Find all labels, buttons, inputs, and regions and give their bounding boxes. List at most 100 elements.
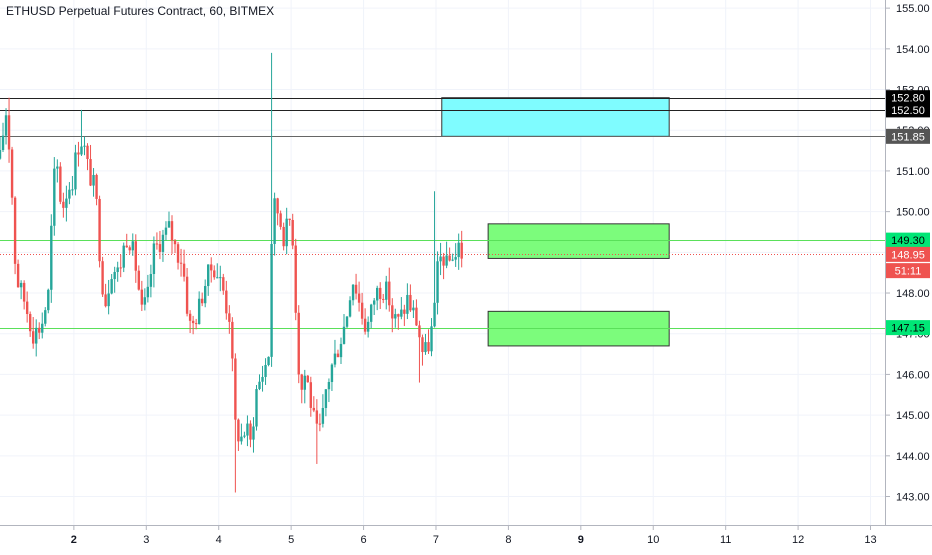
candle-body	[403, 309, 406, 314]
candle-body	[339, 343, 343, 358]
price-label: 149.30	[891, 235, 925, 247]
candle-body	[330, 364, 334, 382]
candle-body	[294, 245, 297, 313]
candle-body	[237, 419, 240, 442]
time-tick-label: 5	[288, 534, 294, 546]
candle-body	[379, 287, 382, 299]
candle-body	[22, 282, 26, 302]
candle-body	[348, 300, 352, 317]
candle-body	[279, 213, 282, 227]
candle-body	[234, 358, 237, 420]
price-label-bg	[886, 102, 930, 118]
candle-body	[128, 247, 131, 251]
time-tick-label: 8	[505, 534, 511, 546]
candle-body	[460, 242, 463, 259]
candle-body	[107, 293, 110, 307]
candle-body	[53, 168, 56, 226]
candle-body	[282, 226, 285, 247]
candle-body	[31, 331, 35, 344]
time-axis[interactable]: 2 3 4 5 6 7 8 9 10 11 12 13	[0, 525, 932, 546]
candle-body	[424, 342, 427, 353]
candle-body	[369, 304, 373, 322]
price-label-bg	[886, 320, 930, 336]
time-tick-label: 10	[647, 534, 659, 546]
candle-body	[222, 277, 225, 291]
candle-body	[203, 286, 207, 304]
candle-body	[345, 316, 349, 327]
candle-body	[394, 314, 397, 319]
candle-body	[433, 302, 436, 327]
candle-body	[101, 261, 104, 295]
candle-body	[113, 271, 116, 280]
candle-body	[89, 159, 92, 186]
candle-body	[276, 198, 279, 214]
candle-body	[225, 290, 228, 314]
candle-body	[291, 219, 294, 246]
candle-body	[194, 323, 198, 325]
candle-body	[161, 234, 165, 252]
candle-body	[228, 313, 231, 322]
time-tick-label: 9	[578, 534, 584, 546]
candle-body	[110, 279, 113, 294]
candle-body	[406, 294, 409, 314]
candle-body	[273, 198, 276, 244]
candle-body	[366, 321, 370, 332]
time-tick-label: 13	[864, 534, 876, 546]
candle-body	[28, 313, 32, 332]
zone-box	[441, 97, 670, 137]
candle-body	[122, 245, 125, 268]
candle-body	[13, 197, 17, 264]
candle-body	[185, 276, 189, 314]
price-tick-label: 150.00	[896, 207, 930, 219]
candle-body	[216, 277, 219, 279]
candle-body	[213, 270, 216, 278]
candle-body	[65, 198, 68, 208]
time-tick-label: 7	[433, 534, 439, 546]
candle-body	[143, 297, 147, 305]
price-tick-label: 154.00	[896, 44, 930, 56]
candle-body	[315, 410, 319, 424]
candle-body	[436, 261, 439, 303]
candle-body	[134, 241, 137, 271]
price-axis[interactable]: 143.00144.00145.00146.00147.00148.00149.…	[885, 0, 930, 525]
price-label: 148.95	[891, 249, 925, 261]
price-tick-label: 155.00	[896, 3, 930, 15]
candle-body	[249, 423, 252, 440]
candle-body	[158, 244, 162, 252]
price-tick-label: 146.00	[896, 369, 930, 381]
zone-box	[487, 223, 670, 259]
candle-body	[191, 320, 195, 324]
candle-body	[285, 218, 288, 247]
candle-body	[258, 381, 261, 390]
time-tick-label: 12	[792, 534, 804, 546]
candle-body	[264, 364, 267, 377]
candle-body	[439, 256, 442, 262]
candle-body	[104, 294, 107, 307]
candle-body	[149, 274, 153, 287]
time-tick-label: 11	[720, 534, 731, 546]
candle-body	[391, 305, 394, 319]
candle-body	[375, 287, 379, 301]
candle-body	[119, 267, 122, 269]
candle-body	[412, 307, 415, 311]
time-tick-label: 4	[216, 534, 222, 546]
candle-body	[442, 256, 445, 266]
price-label-bg	[886, 232, 930, 248]
candle-body	[98, 198, 101, 262]
candle-body	[207, 264, 210, 287]
candle-body	[306, 375, 309, 383]
candle-body	[200, 298, 204, 304]
candle-body	[131, 241, 134, 251]
candle-body	[243, 435, 246, 437]
candle-body	[1, 135, 5, 151]
candle-body	[0, 150, 2, 159]
candle-body	[56, 166, 59, 169]
candle-body	[86, 145, 89, 160]
candle-body	[451, 259, 454, 261]
candle-body	[10, 149, 14, 198]
price-label-bg	[886, 128, 930, 144]
candle-body	[167, 221, 171, 228]
horizontal-lines	[0, 98, 885, 329]
price-label: 152.80	[891, 93, 925, 105]
